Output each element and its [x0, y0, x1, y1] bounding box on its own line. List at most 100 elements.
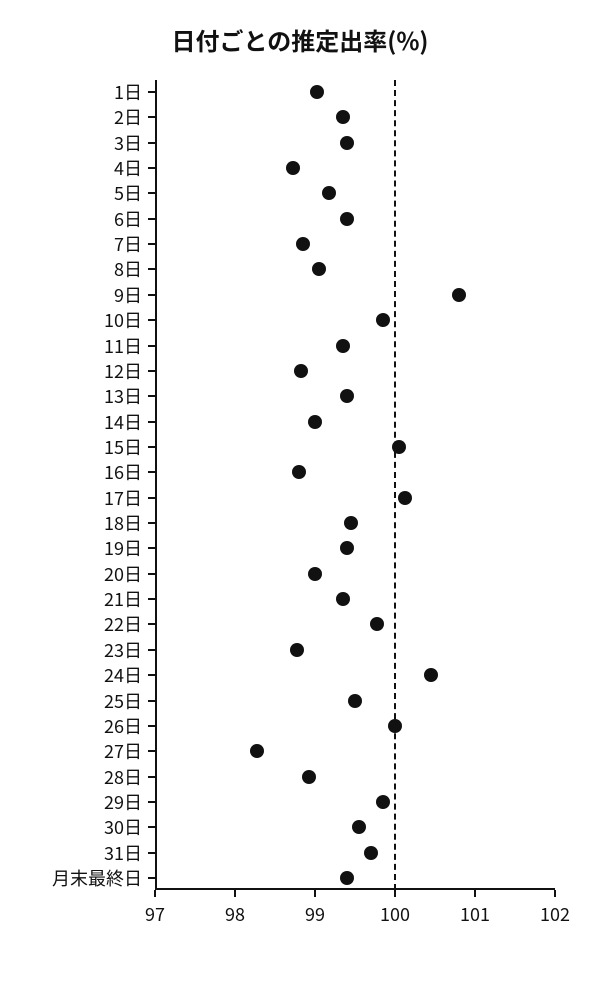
data-point — [352, 820, 366, 834]
x-tick-label: 97 — [145, 901, 165, 927]
y-tick — [148, 268, 155, 270]
y-axis — [155, 80, 157, 890]
data-point — [302, 770, 316, 784]
y-tick-label: 26日 — [104, 713, 142, 739]
chart-title: 日付ごとの推定出率(%) — [0, 22, 600, 57]
data-point — [296, 237, 310, 251]
y-tick — [148, 852, 155, 854]
data-point — [340, 389, 354, 403]
data-point — [336, 339, 350, 353]
y-tick-label: 30日 — [104, 814, 142, 840]
data-point — [364, 846, 378, 860]
y-tick — [148, 345, 155, 347]
y-tick-label: 13日 — [104, 383, 142, 409]
x-tick — [394, 890, 396, 897]
y-tick-label: 12日 — [104, 358, 142, 384]
y-tick-label: 19日 — [104, 535, 142, 561]
y-tick-label: 14日 — [104, 409, 142, 435]
data-point — [370, 617, 384, 631]
y-tick — [148, 446, 155, 448]
x-tick — [234, 890, 236, 897]
y-tick — [148, 801, 155, 803]
data-point — [340, 541, 354, 555]
y-tick — [148, 116, 155, 118]
y-tick-label: 20日 — [104, 561, 142, 587]
plot-area: 9798991001011021日2日3日4日5日6日7日8日9日10日11日1… — [155, 80, 555, 890]
data-point — [388, 719, 402, 733]
data-point — [424, 668, 438, 682]
y-tick-label: 23日 — [104, 637, 142, 663]
data-point — [336, 110, 350, 124]
y-tick-label: 22日 — [104, 611, 142, 637]
y-tick-label: 17日 — [104, 485, 142, 511]
y-tick-label: 18日 — [104, 510, 142, 536]
y-tick-label: 9日 — [114, 282, 142, 308]
y-tick-label: 月末最終日 — [52, 865, 142, 891]
data-point — [398, 491, 412, 505]
y-tick-label: 3日 — [114, 130, 142, 156]
y-tick — [148, 243, 155, 245]
y-tick — [148, 598, 155, 600]
x-tick — [314, 890, 316, 897]
y-tick-label: 31日 — [104, 840, 142, 866]
y-tick-label: 5日 — [114, 180, 142, 206]
y-tick — [148, 395, 155, 397]
data-point — [376, 795, 390, 809]
data-point — [452, 288, 466, 302]
data-point — [376, 313, 390, 327]
y-tick-label: 7日 — [114, 231, 142, 257]
y-tick — [148, 573, 155, 575]
y-tick — [148, 218, 155, 220]
y-tick-label: 6日 — [114, 206, 142, 232]
y-tick-label: 8日 — [114, 256, 142, 282]
data-point — [322, 186, 336, 200]
y-tick-label: 4日 — [114, 155, 142, 181]
data-point — [294, 364, 308, 378]
y-tick-label: 27日 — [104, 738, 142, 764]
x-axis — [155, 888, 555, 890]
data-point — [340, 212, 354, 226]
y-tick — [148, 674, 155, 676]
y-tick — [148, 776, 155, 778]
x-tick-label: 101 — [460, 901, 490, 927]
y-tick — [148, 826, 155, 828]
data-point — [392, 440, 406, 454]
data-point — [308, 415, 322, 429]
y-tick — [148, 877, 155, 879]
x-tick — [474, 890, 476, 897]
y-tick — [148, 167, 155, 169]
y-tick — [148, 192, 155, 194]
data-point — [348, 694, 362, 708]
x-tick — [554, 890, 556, 897]
data-point — [340, 871, 354, 885]
data-point — [290, 643, 304, 657]
data-point — [340, 136, 354, 150]
data-point — [344, 516, 358, 530]
y-tick-label: 28日 — [104, 764, 142, 790]
x-tick — [154, 890, 156, 897]
x-tick-label: 98 — [225, 901, 245, 927]
x-tick-label: 102 — [540, 901, 570, 927]
y-tick — [148, 319, 155, 321]
y-tick — [148, 142, 155, 144]
data-point — [308, 567, 322, 581]
y-tick-label: 16日 — [104, 459, 142, 485]
y-tick-label: 24日 — [104, 662, 142, 688]
y-tick — [148, 471, 155, 473]
y-tick — [148, 421, 155, 423]
y-tick-label: 15日 — [104, 434, 142, 460]
chart-container: 日付ごとの推定出率(%) 9798991001011021日2日3日4日5日6日… — [0, 0, 600, 1000]
y-tick — [148, 725, 155, 727]
y-tick-label: 10日 — [104, 307, 142, 333]
y-tick — [148, 750, 155, 752]
data-point — [286, 161, 300, 175]
y-tick — [148, 91, 155, 93]
y-tick — [148, 623, 155, 625]
reference-line — [394, 80, 396, 890]
data-point — [292, 465, 306, 479]
y-tick — [148, 649, 155, 651]
y-tick-label: 25日 — [104, 688, 142, 714]
y-tick — [148, 522, 155, 524]
data-point — [250, 744, 264, 758]
x-tick-label: 99 — [305, 901, 325, 927]
